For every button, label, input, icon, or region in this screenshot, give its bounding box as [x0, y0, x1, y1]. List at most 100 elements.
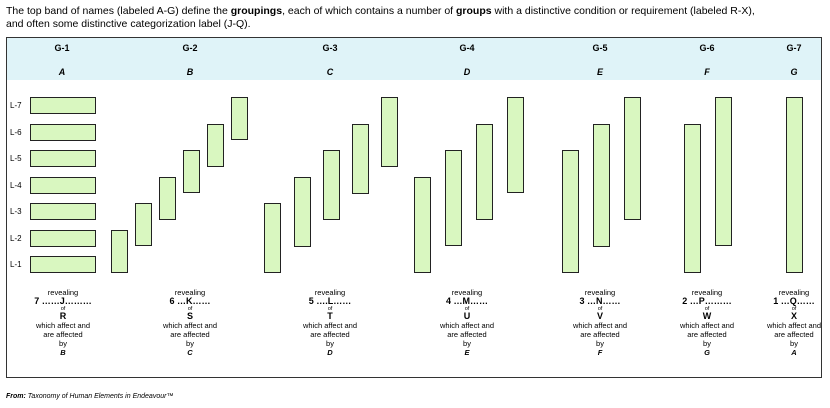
caption-which: which affect and	[162, 321, 218, 330]
level-join	[508, 144, 523, 147]
level-label-l1: L-1	[10, 260, 22, 269]
level-label-l7: L-7	[10, 101, 22, 110]
group-box-g3-5	[381, 97, 398, 167]
level-join	[787, 197, 802, 200]
caption-g3: revealing 5 ….L…… of T which affect and …	[285, 288, 375, 357]
level-join	[787, 224, 802, 227]
level-join	[716, 171, 731, 174]
level-join	[787, 144, 802, 147]
group-box-g1-l1	[30, 256, 96, 273]
level-join	[685, 171, 700, 174]
intro-line1-post: with a distinctive condition or requirem…	[491, 5, 755, 17]
caption-by: by	[703, 339, 711, 348]
caption-by: by	[326, 339, 334, 348]
caption-revealing: revealing	[314, 288, 346, 297]
caption-condition: S	[186, 311, 193, 321]
level-join	[563, 197, 578, 200]
caption-revealing: revealing	[174, 288, 206, 297]
group-box-g2-3	[159, 177, 176, 220]
level-label-l2: L-2	[10, 234, 22, 243]
caption-of: of	[597, 306, 603, 312]
group-box-g2-2	[135, 203, 152, 246]
caption-by-letter: G	[704, 348, 710, 357]
level-join	[265, 224, 280, 227]
intro-bold-groups: groups	[456, 5, 492, 17]
group-box-g1-l6	[30, 124, 96, 141]
level-join	[625, 171, 640, 174]
caption-are: are affected	[687, 330, 727, 339]
grouping-letter-a: A	[58, 67, 66, 77]
level-join	[594, 171, 609, 174]
caption-of: of	[60, 306, 66, 312]
level-join	[685, 144, 700, 147]
level-join	[353, 171, 368, 174]
caption-revealing: revealing	[691, 288, 723, 297]
caption-by: by	[186, 339, 194, 348]
caption-which: which affect and	[302, 321, 358, 330]
intro-line1-pre: The top band of names (labeled A-G) defi…	[6, 5, 231, 17]
level-join	[446, 224, 461, 227]
level-join	[415, 250, 430, 253]
group-box-g6-2	[715, 97, 732, 246]
intro-line1-mid: , each of which contains a number of	[282, 5, 456, 17]
level-join	[232, 118, 247, 121]
group-box-g2-5	[207, 124, 224, 167]
caption-g4: revealing 4 …M…… of U which affect and a…	[422, 288, 512, 357]
level-join	[208, 144, 223, 147]
level-label-l4: L-4	[10, 181, 22, 190]
caption-g6: revealing 2 …P……… of W which affect and …	[662, 288, 752, 357]
caption-by-letter: E	[464, 348, 470, 357]
level-join	[415, 224, 430, 227]
intro-line2: and often some distinctive categorizatio…	[6, 18, 251, 30]
caption-by: by	[596, 339, 604, 348]
level-join	[477, 197, 492, 200]
grouping-head-g5: G-5	[592, 43, 608, 53]
group-box-g1-l5	[30, 150, 96, 167]
grouping-head-g7: G-7	[786, 43, 802, 53]
group-box-g1-l4	[30, 177, 96, 194]
caption-g7: revealing 1 …Q…… of X which affect and a…	[749, 288, 830, 357]
caption-revealing: revealing	[778, 288, 810, 297]
source-label: From:	[6, 393, 26, 400]
caption-of: of	[327, 306, 333, 312]
level-join	[112, 250, 127, 253]
group-box-g1-l2	[30, 230, 96, 247]
grouping-head-g6: G-6	[699, 43, 715, 53]
caption-of: of	[704, 306, 710, 312]
level-join	[265, 250, 280, 253]
group-box-g4-3	[476, 124, 493, 220]
group-box-g4-4	[507, 97, 524, 193]
source-text: Taxonomy of Human Elements in Endeavour™	[25, 393, 174, 400]
caption-g5: revealing 3 …N…… of V which affect and a…	[555, 288, 645, 357]
group-box-g5-2	[593, 124, 610, 247]
level-join	[594, 224, 609, 227]
caption-revealing: revealing	[584, 288, 616, 297]
caption-are: are affected	[43, 330, 83, 339]
grouping-letter-b: B	[186, 67, 194, 77]
level-join	[382, 144, 397, 147]
caption-of: of	[791, 306, 797, 312]
level-join	[477, 171, 492, 174]
caption-of: of	[187, 306, 193, 312]
level-join	[295, 197, 310, 200]
level-join	[324, 197, 339, 200]
caption-are: are affected	[774, 330, 814, 339]
caption-condition: T	[327, 311, 333, 321]
group-box-g1-l3	[30, 203, 96, 220]
level-join	[563, 171, 578, 174]
grouping-letter-g: G	[790, 67, 798, 77]
caption-count: 3 …N……	[579, 296, 621, 306]
caption-which: which affect and	[439, 321, 495, 330]
group-box-g5-3	[624, 97, 641, 220]
caption-are: are affected	[447, 330, 487, 339]
group-box-g3-2	[294, 177, 311, 247]
grouping-band	[7, 38, 821, 80]
caption-by: by	[59, 339, 67, 348]
caption-by-letter: B	[60, 348, 66, 357]
level-join	[716, 118, 731, 121]
caption-g1: revealing 7 ……J……… of R which affect and…	[18, 288, 108, 357]
level-join	[563, 224, 578, 227]
level-label-l3: L-3	[10, 207, 22, 216]
level-join	[382, 118, 397, 121]
caption-condition: W	[702, 311, 712, 321]
